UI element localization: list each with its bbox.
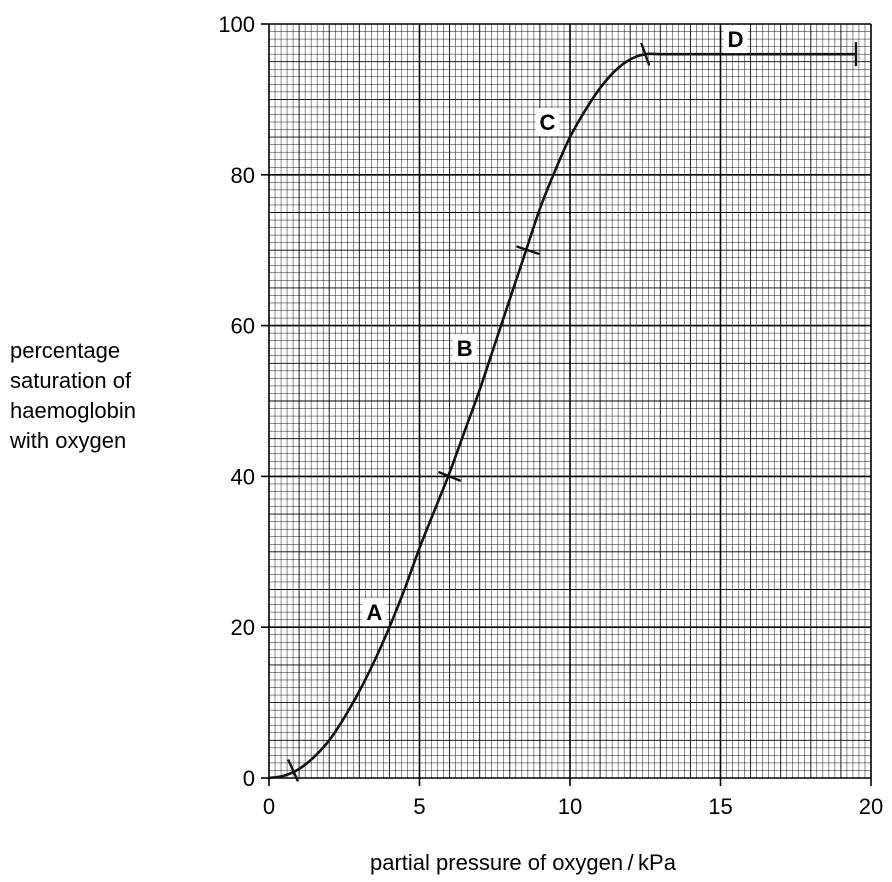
region-label: A	[366, 600, 382, 625]
y-tick-label: 60	[231, 314, 255, 339]
x-tick-label: 20	[859, 794, 883, 819]
region-label-bg	[535, 108, 560, 137]
region-label: B	[457, 336, 473, 361]
region-label: C	[539, 110, 555, 135]
region-marker	[287, 759, 300, 782]
x-tick-label: 10	[558, 794, 582, 819]
region-marker	[516, 245, 540, 256]
y-tick-label: 80	[231, 163, 255, 188]
y-tick-label: 100	[218, 12, 255, 37]
region-label-bg	[452, 334, 477, 363]
region-label-bg	[362, 598, 387, 627]
region-marker	[438, 470, 462, 482]
x-tick-label: 15	[708, 794, 732, 819]
y-tick-label: 20	[231, 615, 255, 640]
y-tick-label: 0	[243, 766, 255, 791]
y-axis-label-line-2: saturation of	[10, 368, 132, 393]
y-axis-label: percentage saturation of haemoglobin wit…	[10, 336, 210, 456]
y-tick-label: 40	[231, 464, 255, 489]
region-markers	[287, 42, 858, 782]
y-axis-label-line-4: with oxygen	[10, 428, 127, 453]
x-tick-label: 0	[263, 794, 275, 819]
y-axis-label-line-1: percentage	[10, 338, 121, 363]
region-label: D	[728, 27, 744, 52]
x-axis-label: partial pressure of oxygen / kPa	[370, 850, 676, 875]
region-marker	[640, 42, 651, 66]
series-curve	[268, 52, 856, 780]
x-tick-label: 5	[413, 794, 425, 819]
axis-ticks: 0 5 10 15 20 0 20 40 60 80 100	[218, 12, 883, 819]
region-labels: A B C D	[362, 25, 748, 627]
dissociation-curve	[268, 52, 856, 780]
y-axis-label-line-3: haemoglobin	[10, 398, 136, 423]
region-label-bg	[723, 25, 748, 54]
